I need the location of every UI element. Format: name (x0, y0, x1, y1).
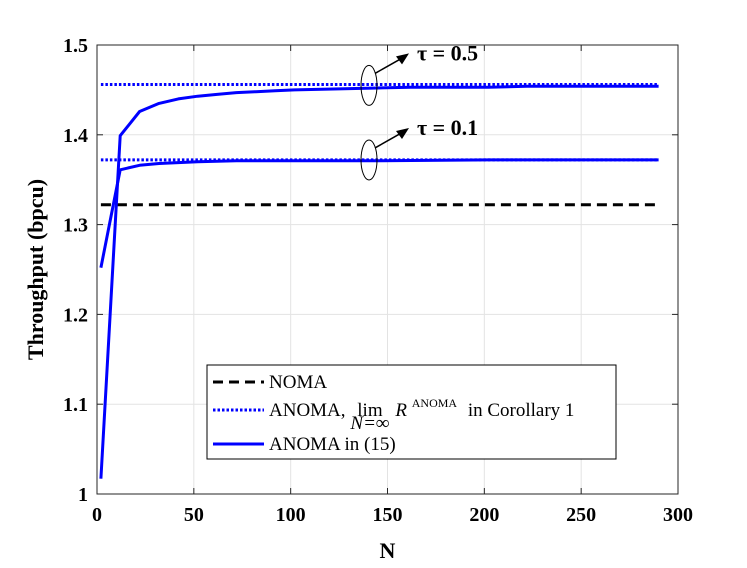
annotation-ellipse (360, 64, 378, 106)
annotations: τ = 0.5 τ = 0.1 (360, 40, 478, 181)
annotation-arrowhead (396, 53, 410, 65)
legend-lim-subscript: N=∞ (349, 413, 389, 434)
annotation-label: τ = 0.5 (417, 40, 478, 65)
x-tick-label: 200 (469, 504, 499, 526)
annotation-label: τ = 0.1 (417, 115, 478, 140)
legend-lim: lim (357, 400, 383, 421)
annotation-ellipse (360, 139, 378, 181)
legend-r-superscript: ANOMA (412, 396, 458, 410)
x-tick-label: 50 (184, 504, 204, 526)
x-axis-label: N (380, 538, 396, 563)
y-axis-label: Throughput (bpcu) (23, 179, 48, 360)
series-anoma-in-15-tau-0-1 (99, 158, 659, 268)
y-tick-label: 1 (78, 484, 88, 506)
y-tick-label: 1.1 (63, 394, 88, 416)
tick-layer: 0 50 100 150 200 250 300 1 1.1 1.2 1.3 1.4 1.5 (63, 35, 693, 526)
legend: NOMA ANOMA, lim R ANOMA in Corollary 1 N… (206, 364, 617, 460)
legend-label-noma: NOMA (269, 372, 327, 393)
y-tick-label: 1.5 (63, 35, 88, 57)
series-anoma-in-15-tau-0-5 (99, 84, 659, 479)
x-tick-label: 150 (373, 504, 403, 526)
legend-r-symbol: R (394, 400, 407, 421)
y-tick-label: 1.4 (63, 125, 88, 147)
legend-label-anoma-limit: ANOMA, lim R ANOMA in Corollary 1 (269, 391, 574, 421)
y-tick-label: 1.3 (63, 215, 88, 237)
legend-label-anoma-suffix: in Corollary 1 (468, 400, 575, 421)
x-tick-label: 300 (663, 504, 693, 526)
x-tick-label: 0 (92, 504, 102, 526)
x-tick-label: 100 (276, 504, 306, 526)
y-tick-label: 1.2 (63, 304, 88, 326)
series-layer (99, 83, 659, 479)
annotation-arrowhead (396, 127, 410, 139)
legend-label-anoma-15: ANOMA in (15) (269, 434, 396, 455)
legend-box (206, 364, 617, 460)
legend-label-anoma-prefix: ANOMA, (269, 400, 346, 421)
x-tick-label: 250 (566, 504, 596, 526)
